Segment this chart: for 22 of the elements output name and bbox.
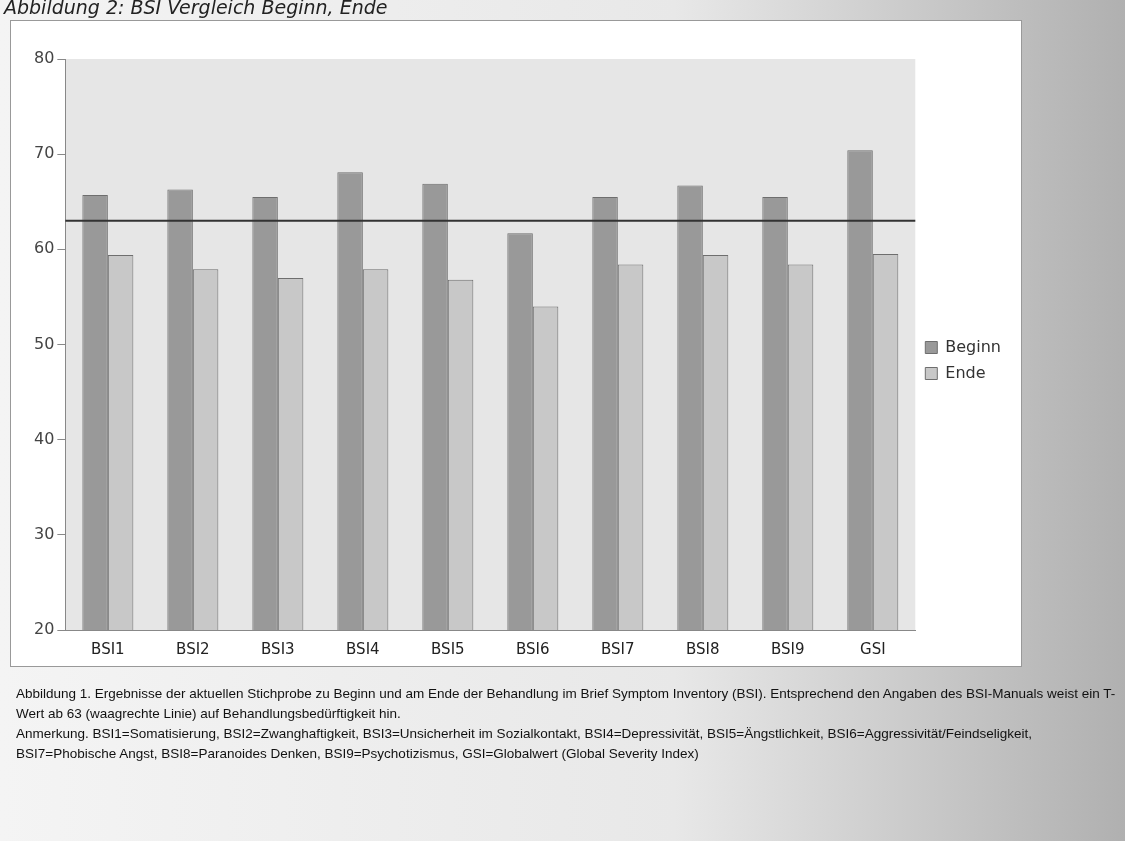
x-tick-label: GSI — [860, 639, 886, 658]
text: Anmerkung. BSI1=Somatisierung, BSI2=Zwanghaftigkeit, BSI3=Unsicherheit im Sozialkontakt, BSI4=Depressivität, BSI5=Ängstlichkeit, BSI6=Aggressivität/Feindseligkeit, BSI7=Phobische Angst, BSI8=Paranoides Denken, BSI9=Psychotizismus, GSI=Globalwert (Global Severity Index) — [16, 725, 1033, 763]
x-tick-label: BSI5 — [431, 639, 465, 658]
x-tick-label: BSI8 — [686, 639, 720, 658]
y-tick-label: 60 — [34, 238, 55, 258]
x-tick-label: BSI3 — [261, 639, 295, 658]
x-tick-label: BSI4 — [346, 639, 380, 658]
x-tick-label: BSI7 — [601, 639, 635, 658]
x-tick-label: BSI2 — [176, 639, 210, 658]
y-tick-label: 20 — [34, 619, 55, 639]
y-tick-label: 30 — [34, 523, 55, 543]
y-tick-label: 80 — [34, 48, 55, 68]
legend-label: Beginn — [945, 336, 1001, 356]
y-tick-label: 40 — [34, 428, 55, 448]
x-tick-label: BSI9 — [771, 639, 805, 658]
x-tick-label: BSI1 — [91, 639, 125, 658]
y-tick-label: 50 — [34, 333, 55, 353]
text: Abbildung 1. Ergebnisse der aktuellen Stichprobe zu Beginn und am Ende der Behandlung im Brief Symptom Inventory (BSI). Entsprechend den Angaben des BSI-Manuals weist ein T-Wert ab 63 (waagrechte Linie) auf Behandlungsbedürftigkeit hin. — [16, 685, 1116, 723]
chart-title: Abbildung 2: BSI Vergleich Beginn, Ende — [4, 0, 388, 18]
legend-label: Ende — [945, 362, 986, 382]
y-tick-label: 70 — [34, 143, 55, 163]
x-tick-label: BSI6 — [516, 639, 550, 658]
